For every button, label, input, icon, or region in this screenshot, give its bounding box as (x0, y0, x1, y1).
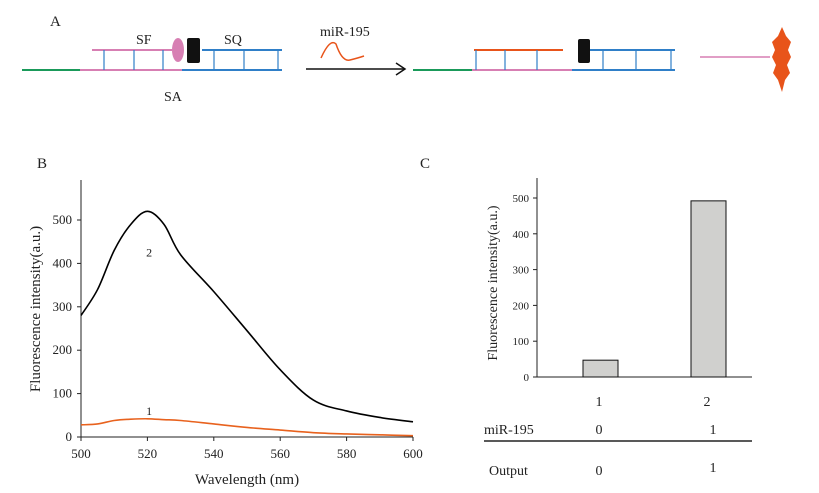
category-label: 2 (704, 395, 711, 410)
x-tick-label: 600 (403, 446, 423, 461)
y-tick-label: 200 (513, 300, 530, 312)
y-tick-label: 400 (53, 255, 73, 270)
bar-chart: Fluorescence intensity(a.u.) miR-195 0 1… (484, 178, 752, 479)
series-line-1 (80, 417, 414, 437)
y-tick-label: 400 (513, 229, 530, 241)
label-mir195: miR-195 (320, 25, 370, 40)
x-tick-label: 560 (270, 446, 290, 461)
y-axis-label: Fluorescence intensity(a.u.) (28, 226, 44, 392)
y-tick-label: 300 (53, 299, 73, 314)
row-value: 1 (710, 461, 717, 476)
panel-label-a: A (50, 14, 61, 30)
quencher-icon (187, 38, 200, 63)
x-tick-label: 500 (71, 446, 91, 461)
label-sa: SA (164, 90, 183, 105)
row-label-output: Output (489, 464, 528, 479)
row-value: 0 (596, 423, 603, 438)
row-value: 1 (710, 423, 717, 438)
row-label-mir195: miR-195 (484, 423, 534, 438)
schematic-after (413, 27, 791, 92)
panel-label-c: C (420, 156, 430, 172)
panel-label-b: B (37, 156, 47, 172)
category-label: 1 (596, 395, 603, 410)
reaction-arrow-icon (306, 62, 407, 76)
y-tick-label: 0 (66, 429, 73, 444)
series-line-2 (80, 210, 414, 423)
label-sq: SQ (224, 33, 242, 48)
y-tick-label: 300 (513, 265, 530, 277)
bar-1 (582, 359, 619, 378)
y-tick-label: 100 (513, 336, 530, 348)
x-tick-label: 520 (138, 446, 158, 461)
y-tick-label: 100 (53, 386, 73, 401)
fluorophore-icon (172, 38, 184, 62)
series-label: 2 (146, 245, 152, 259)
y-tick-label: 200 (53, 342, 73, 357)
bar-2 (690, 200, 727, 378)
line-chart: Fluorescence intensity(a.u.) Wavelength … (28, 180, 423, 488)
x-tick-label: 580 (337, 446, 357, 461)
schematic-before: SF SQ SA (22, 33, 282, 105)
quencher-icon (578, 39, 590, 63)
fluorescence-burst-icon (772, 27, 791, 92)
mirna-strand-icon (320, 41, 365, 61)
x-tick-label: 540 (204, 446, 224, 461)
x-axis-label: Wavelength (nm) (195, 472, 299, 488)
y-tick-label: 500 (513, 193, 530, 205)
y-tick-label: 500 (53, 212, 73, 227)
y-axis-label: Fluorescence intensity(a.u.) (486, 205, 501, 360)
series-label: 1 (146, 404, 152, 418)
row-value: 0 (596, 464, 603, 479)
label-sf: SF (136, 33, 152, 48)
y-tick-label: 0 (524, 372, 530, 384)
base-pairs (103, 50, 279, 70)
